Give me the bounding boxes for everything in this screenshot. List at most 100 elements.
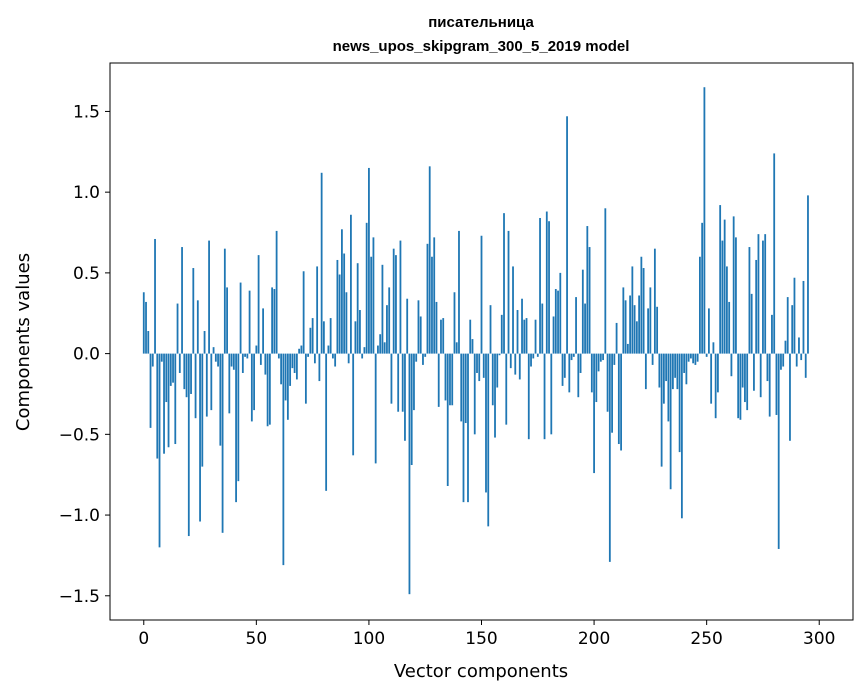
- bar: [692, 353, 695, 364]
- bar: [417, 300, 420, 354]
- bar: [759, 353, 762, 398]
- bar: [325, 353, 328, 491]
- bar: [768, 353, 771, 417]
- x-tick-label: 100: [353, 629, 385, 649]
- bar: [147, 331, 150, 354]
- bar: [640, 256, 643, 354]
- bar: [696, 353, 699, 362]
- bar: [392, 248, 395, 354]
- bar: [789, 353, 791, 441]
- bar: [374, 353, 377, 464]
- bar: [539, 217, 541, 354]
- bars-group: [142, 87, 809, 595]
- bar: [469, 319, 472, 354]
- bar: [192, 268, 195, 354]
- bar: [631, 266, 634, 354]
- bar: [608, 353, 611, 562]
- bar: [185, 353, 188, 398]
- y-tick-label: 1.5: [73, 102, 100, 122]
- bar: [649, 287, 652, 354]
- bar: [253, 353, 255, 411]
- bar: [590, 353, 593, 393]
- bar: [782, 353, 785, 367]
- bar: [329, 318, 332, 354]
- bar: [503, 213, 505, 354]
- bar: [545, 211, 548, 354]
- bar: [507, 230, 510, 354]
- bar: [368, 167, 370, 354]
- bar: [332, 353, 334, 359]
- bar: [208, 240, 210, 354]
- bar: [395, 255, 397, 354]
- bar: [735, 237, 737, 354]
- bar: [588, 247, 591, 354]
- bar: [755, 259, 758, 354]
- bar: [300, 345, 303, 354]
- bar: [422, 353, 424, 365]
- bar: [228, 353, 231, 414]
- bar: [309, 327, 312, 354]
- bar: [795, 353, 798, 367]
- bar: [334, 353, 337, 367]
- bar: [599, 353, 602, 362]
- bar: [446, 353, 449, 486]
- bar: [566, 116, 568, 354]
- bar: [322, 321, 325, 354]
- bar: [178, 353, 181, 373]
- bar: [284, 353, 287, 401]
- plot-frame: [109, 62, 854, 621]
- y-tick-label: 1.0: [73, 183, 100, 203]
- bar: [386, 305, 388, 354]
- bar: [771, 314, 773, 354]
- bar: [397, 353, 400, 412]
- bar: [744, 353, 746, 403]
- bar: [154, 238, 156, 354]
- bar: [509, 353, 512, 369]
- bar: [163, 353, 165, 454]
- bar: [494, 353, 496, 438]
- bar: [719, 205, 722, 354]
- bar: [359, 310, 361, 354]
- bar: [158, 353, 161, 548]
- bar: [241, 353, 244, 373]
- bar: [703, 87, 706, 354]
- y-axis-label: Components values: [13, 253, 34, 431]
- bar: [212, 347, 215, 354]
- x-tick-label: 200: [578, 629, 610, 649]
- y-tick-label: −1.0: [59, 506, 100, 526]
- bar: [638, 295, 641, 354]
- x-tick-label: 300: [803, 629, 835, 649]
- bar: [514, 353, 517, 375]
- bar: [431, 256, 433, 354]
- bar: [699, 256, 701, 354]
- bar: [482, 353, 485, 378]
- bar: [633, 305, 636, 354]
- bar: [669, 353, 672, 490]
- bar: [428, 166, 431, 354]
- bar: [584, 303, 586, 354]
- bar: [311, 318, 314, 354]
- bar: [282, 353, 285, 566]
- bar: [318, 353, 321, 382]
- bar: [151, 353, 154, 367]
- bar: [518, 353, 521, 380]
- bar: [363, 347, 366, 354]
- bar: [647, 308, 650, 354]
- bar: [169, 353, 172, 386]
- bar: [476, 353, 478, 373]
- bar: [424, 353, 427, 357]
- bar: [210, 353, 213, 411]
- bar: [365, 222, 368, 354]
- bar: [766, 353, 769, 382]
- bar: [196, 300, 199, 354]
- bar: [496, 353, 499, 388]
- bar: [525, 318, 528, 354]
- bar: [748, 247, 751, 354]
- bar: [381, 264, 384, 354]
- bar: [372, 237, 375, 354]
- bar: [579, 353, 582, 373]
- y-tick-label: 0.5: [73, 264, 100, 284]
- bar: [217, 353, 219, 367]
- bar: [662, 353, 665, 404]
